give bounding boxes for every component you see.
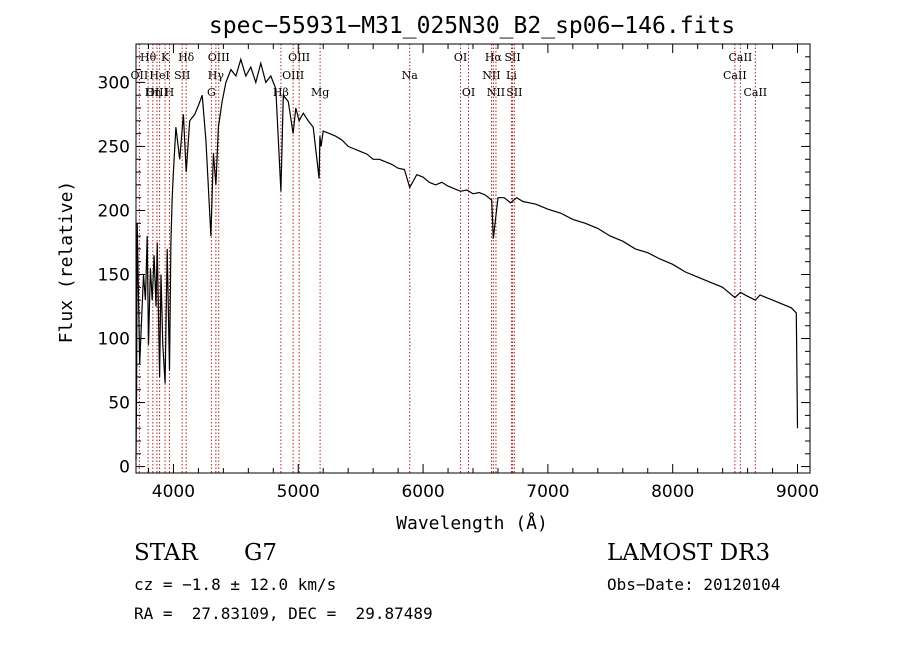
line-label-16: Na [402,69,419,82]
x-tick-label-5: 9000 [776,482,819,502]
line-label-10: Hγ [208,69,225,82]
line-label-13: OIII [282,69,304,82]
line-label-15: Mg [311,86,329,99]
line-label-9: OIII [208,51,230,64]
line-label-17: OI [454,51,467,64]
line-label-27: CaII [743,86,767,99]
line-label-3: Hη [145,86,161,99]
line-label-20: NII [482,69,500,82]
line-label-8: Hδ [178,51,195,64]
line-label-19: Hα [485,51,503,64]
line-label-24: SII [506,86,522,99]
line-label-1: OII [131,69,149,82]
object-subclass: G7 [244,540,278,566]
x-axis-label: Wavelength (Å) [396,512,548,534]
line-label-6: SII [174,69,190,82]
line-label-12: OIII [288,51,310,64]
y-axis-label: Flux (relative) [56,181,77,344]
line-label-25: CaII [729,51,753,64]
line-label-14: Hβ [273,86,289,99]
y-tick-label-5: 250 [98,137,130,157]
y-tick-label-6: 300 [98,73,130,93]
survey-name: LAMOST DR3 [607,540,771,566]
chart-title: spec−55931−M31_025N30_B2_sp06−146.fits [209,13,735,39]
object-class: STAR [134,540,198,566]
coordinates: RA = 27.83109, DEC = 29.87489 [134,604,433,623]
x-tick-label-3: 7000 [526,482,569,502]
plot-frame [135,43,811,474]
line-label-5: K [161,51,170,64]
spectrum-line [135,57,799,461]
y-tick-label-3: 150 [98,266,130,286]
y-tick-label-0: 0 [119,458,130,478]
line-label-7: H [165,86,175,99]
y-tick-label-1: 50 [108,394,130,414]
line-label-0: Hθ [140,51,157,64]
redshift-velocity: cz = −1.8 ± 12.0 km/s [134,575,337,594]
y-tick-label-2: 100 [98,330,130,350]
line-label-21: NII [487,86,505,99]
line-label-18: OI [462,86,475,99]
line-label-2: OIII [146,86,168,99]
line-label-4: HeI [149,69,169,82]
line-label-26: CaII [723,69,747,82]
x-tick-label-4: 8000 [651,482,694,502]
line-label-11: G [207,86,216,99]
y-tick-label-4: 200 [98,201,130,221]
x-tick-label-0: 4000 [152,482,195,502]
x-tick-label-1: 5000 [277,482,320,502]
line-label-23: Li [506,69,517,82]
observation-date: Obs−Date: 20120104 [607,575,781,594]
x-tick-label-2: 6000 [401,482,444,502]
line-label-22: SII [504,51,520,64]
